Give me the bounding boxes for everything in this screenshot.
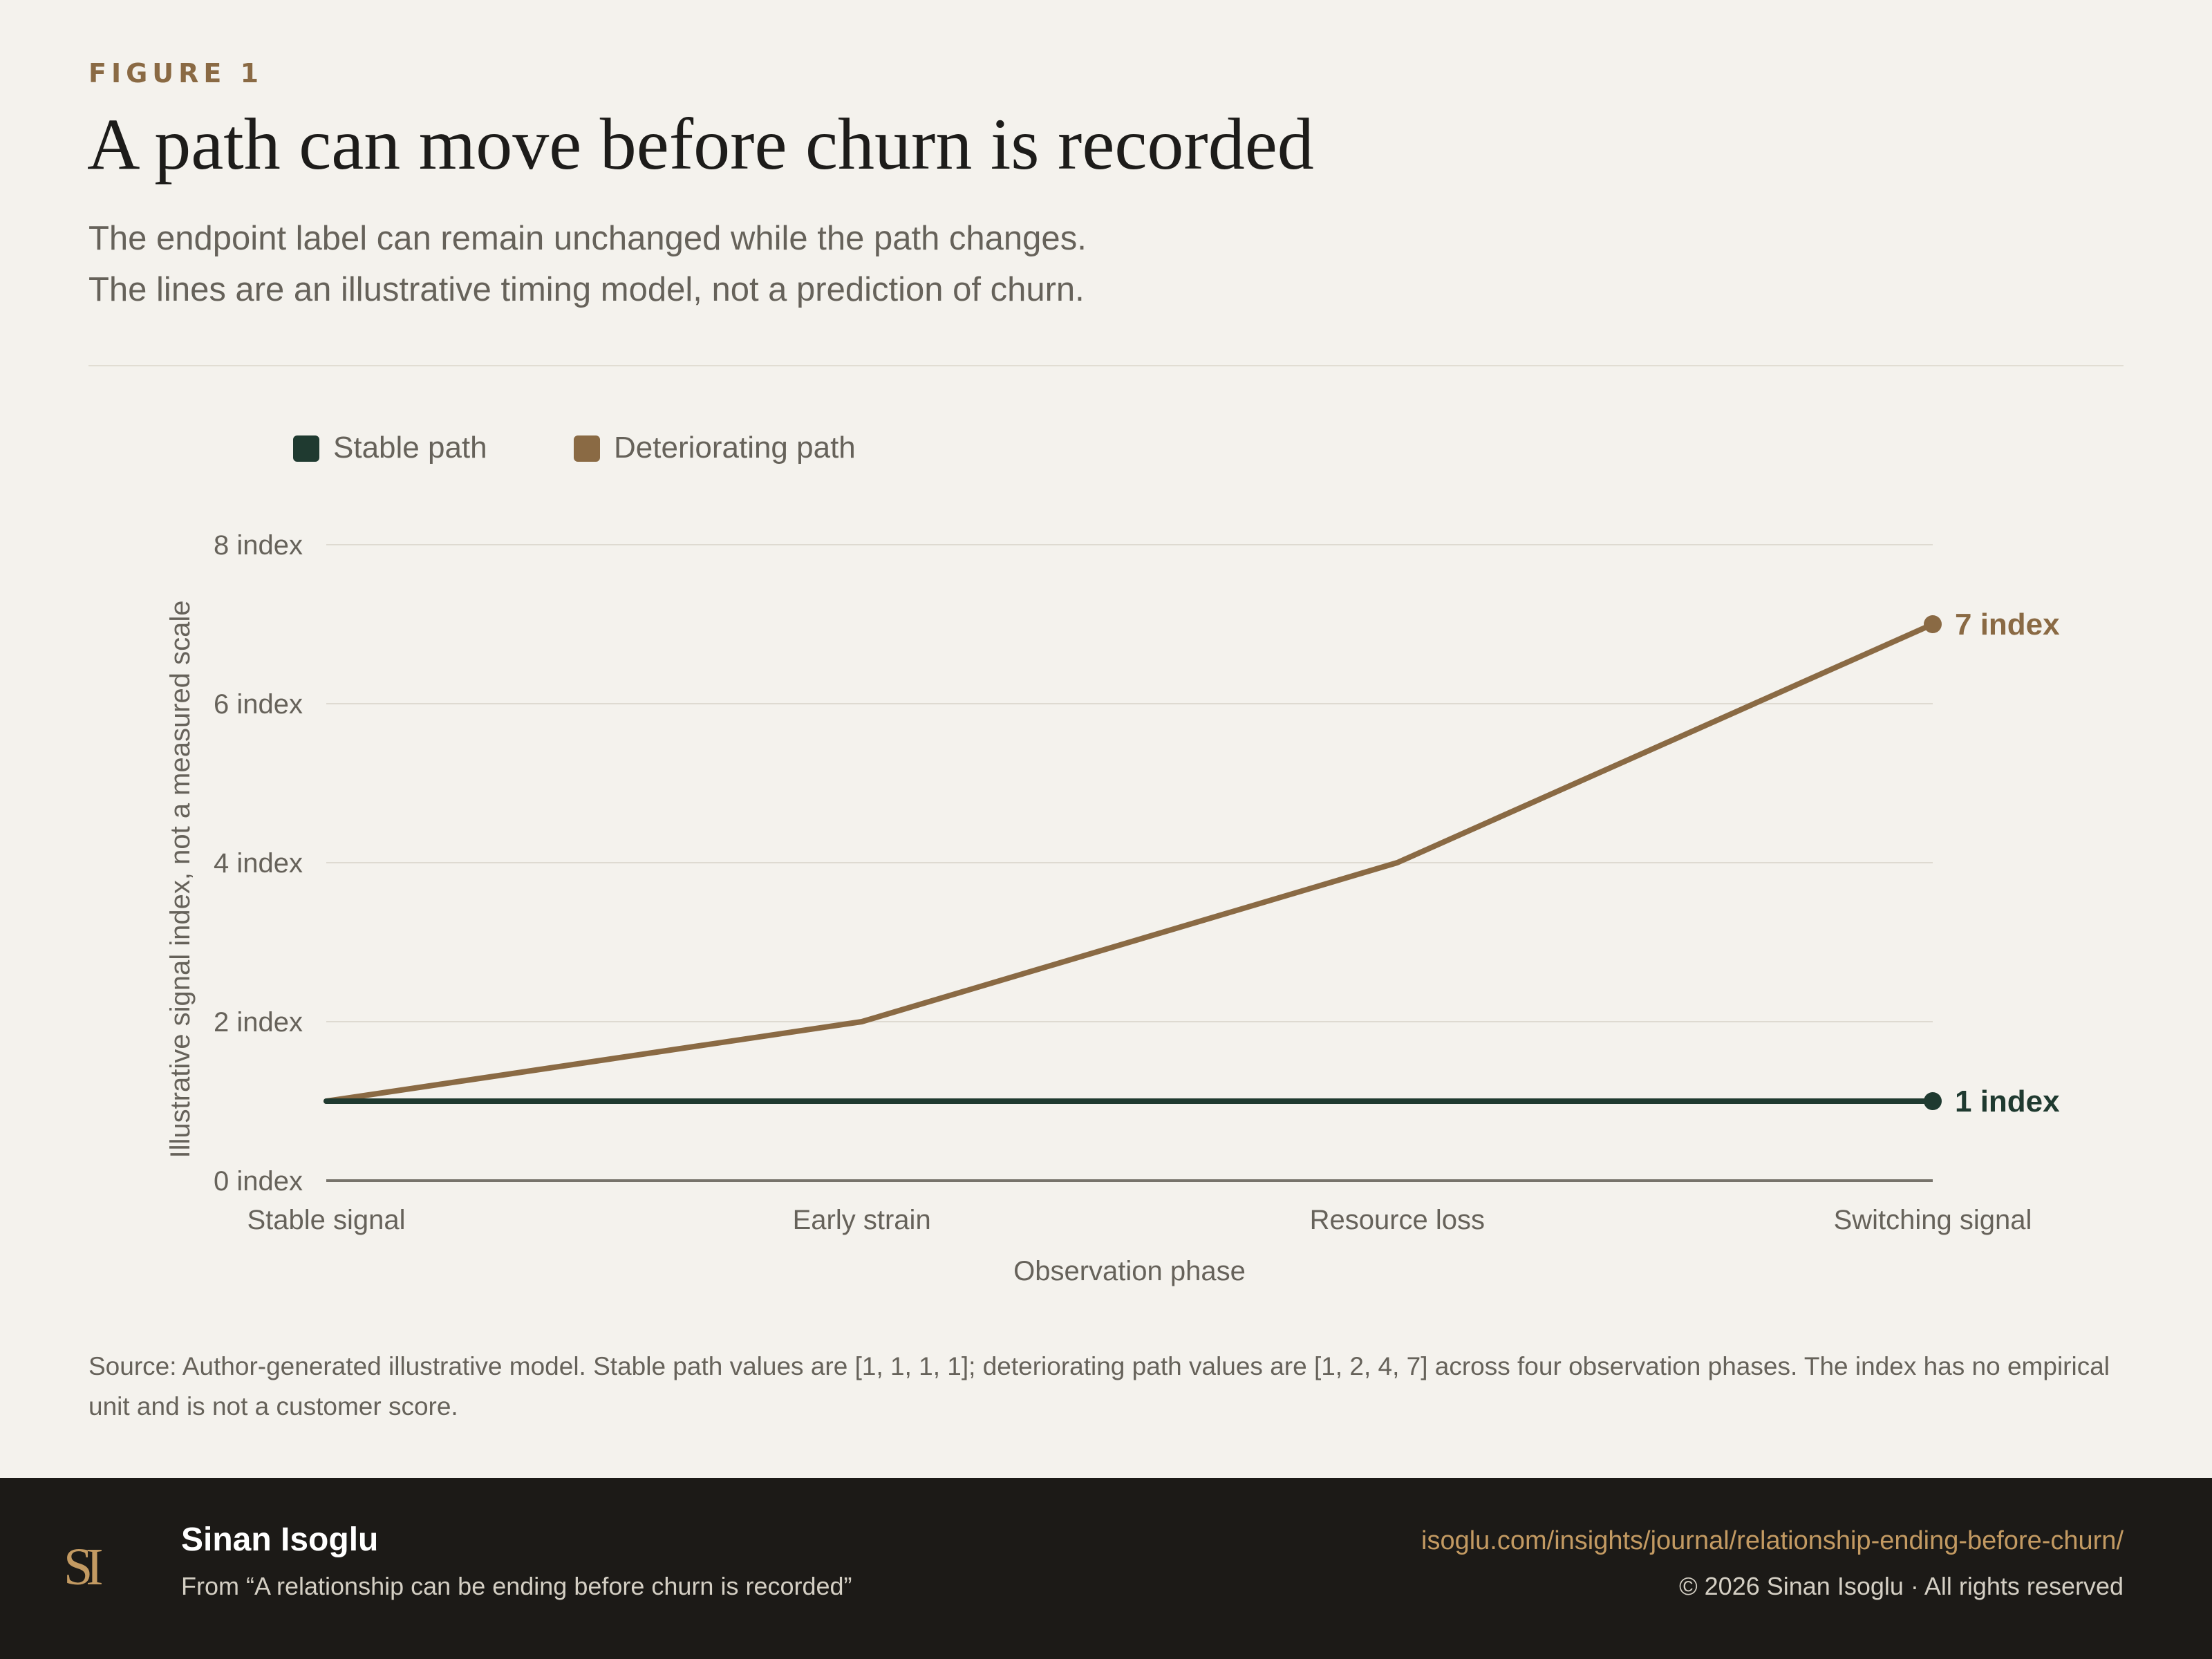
chart-title: A path can move before churn is recorded	[87, 104, 1314, 185]
y-axis-label: Illustrative signal index, not a measure…	[165, 600, 196, 1158]
article-title: From “A relationship can be ending befor…	[181, 1572, 852, 1600]
chart-legend: Stable path Deteriorating path	[293, 431, 856, 465]
subtitle-line-2: The lines are an illustrative timing mod…	[88, 271, 1085, 308]
series-line	[324, 621, 1936, 1104]
legend-label: Stable path	[333, 431, 487, 465]
series-end-label: 7 index	[1955, 608, 2060, 641]
series-end-point	[1924, 1092, 1942, 1110]
copyright-notice: © 2026 Sinan Isoglu · All rights reserve…	[1679, 1572, 2124, 1600]
footer: SI Sinan Isoglu From “A relationship can…	[0, 1478, 2212, 1659]
y-axis-ticks: 0 index 2 index 4 index 6 index 8 index	[214, 530, 303, 1197]
author-name: Sinan Isoglu	[181, 1521, 379, 1558]
y-tick-label: 4 index	[214, 848, 303, 879]
line-chart: Stable path Deteriorating path 0 index 2 i…	[165, 431, 2060, 1286]
x-axis-ticks: Stable signal Early strain Resource loss Sw…	[247, 1205, 2032, 1235]
y-tick-label: 0 index	[214, 1166, 303, 1197]
chart-subtitle: The endpoint label can remain unchanged …	[88, 213, 2093, 315]
y-tick-label: 8 index	[214, 530, 303, 561]
x-tick-label: Switching signal	[1834, 1205, 2032, 1235]
legend-swatch	[293, 435, 319, 462]
x-axis-label: Observation phase	[1013, 1256, 1246, 1286]
x-tick-label: Resource loss	[1310, 1205, 1485, 1235]
y-tick-label: 6 index	[214, 689, 303, 720]
x-tick-label: Stable signal	[247, 1205, 405, 1235]
x-tick-label: Early strain	[793, 1205, 931, 1235]
subtitle-line-1: The endpoint label can remain unchanged …	[88, 220, 1087, 257]
legend-swatch	[574, 435, 600, 462]
legend-label: Deteriorating path	[614, 431, 856, 465]
figure-eyebrow: FIGURE 1	[88, 58, 264, 88]
author-logo: SI	[64, 1538, 103, 1596]
article-url-link[interactable]: isoglu.com/insights/journal/relationship…	[1421, 1526, 2124, 1555]
header-divider	[88, 365, 2124, 366]
chart-series: 7 index 1 index	[324, 608, 2060, 1118]
chart-gridlines	[326, 544, 1933, 1022]
series-end-point	[1924, 615, 1942, 633]
y-tick-label: 2 index	[214, 1007, 303, 1038]
series-end-label: 1 index	[1955, 1085, 2060, 1118]
source-note: Source: Author-generated illustrative mo…	[88, 1352, 2110, 1421]
